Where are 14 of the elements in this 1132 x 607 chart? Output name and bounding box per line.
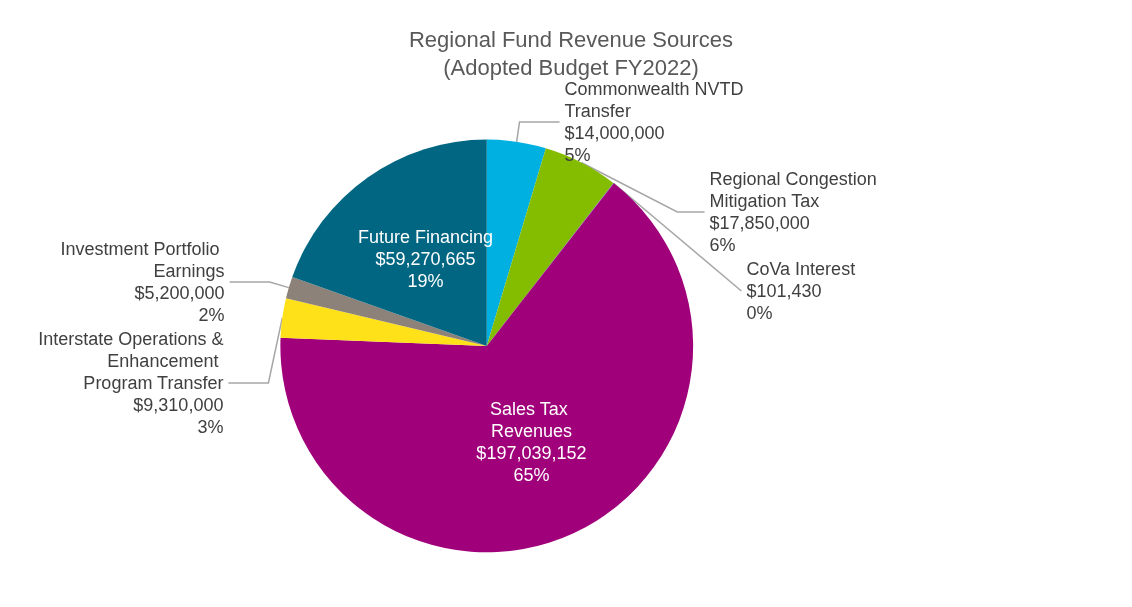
slice-label: Interstate Operations & Enhancement Program Transfer (38, 328, 224, 393)
slice-label: Regional Congestion Mitigation Tax (709, 168, 882, 211)
data-label: $14,000,000 5% (564, 122, 665, 165)
slice-label: CoVa Interest (746, 258, 856, 279)
data-label: $9,310,000 3% (133, 394, 224, 437)
slice-label: Sales Tax Revenues (490, 399, 573, 442)
chart-title: Regional Fund Revenue Sources (Adopted Budget FY2022) (408, 26, 734, 80)
data-label: $101,430 0% (746, 280, 822, 323)
slice-label: Future Financing (357, 227, 494, 248)
slice-label: Investment Portfolio Earnings (60, 238, 225, 281)
data-label: $5,200,000 2% (134, 282, 225, 325)
data-label: $197,039,152 65% (476, 443, 587, 486)
data-label: $17,850,000 6% (709, 212, 810, 255)
data-label: $59,270,665 19% (375, 249, 476, 292)
